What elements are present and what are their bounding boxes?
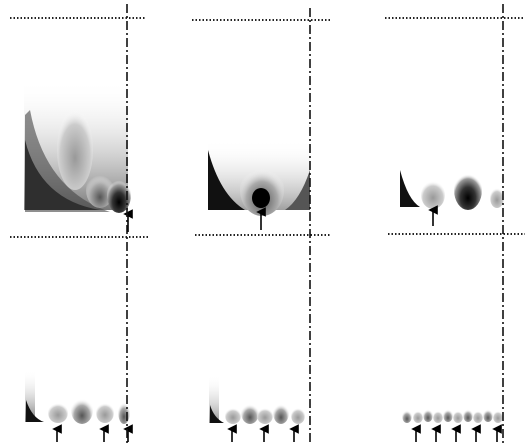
dark-region: [400, 170, 420, 207]
light-blob: [473, 411, 483, 423]
light-blob: [96, 403, 114, 423]
mid-blob: [463, 408, 473, 422]
light-region: [57, 110, 93, 190]
dark-blob: [454, 170, 482, 210]
mid-blob: [423, 408, 433, 422]
dark-blob: [252, 188, 270, 208]
panel-bottom-right: [402, 408, 503, 442]
light-blob: [493, 411, 503, 423]
panel-bottom-middle: [209, 375, 305, 442]
light-blob: [225, 408, 241, 424]
light-blob: [48, 403, 68, 423]
panel-top-right: [385, 18, 525, 234]
light-blob: [291, 408, 305, 424]
mid-blob: [71, 396, 93, 424]
mid-blob: [118, 400, 130, 424]
mid-blob: [273, 402, 289, 424]
mid-blob: [443, 408, 453, 422]
light-blob: [433, 411, 443, 423]
mid-blob: [483, 408, 493, 422]
light-blob: [490, 188, 504, 208]
light-blob: [413, 411, 423, 423]
panel-bottom-left: [25, 370, 130, 442]
light-blob: [257, 408, 273, 424]
mid-blob: [402, 409, 412, 423]
mid-blob: [241, 402, 259, 424]
light-blob: [421, 181, 445, 209]
light-blob: [453, 411, 463, 423]
